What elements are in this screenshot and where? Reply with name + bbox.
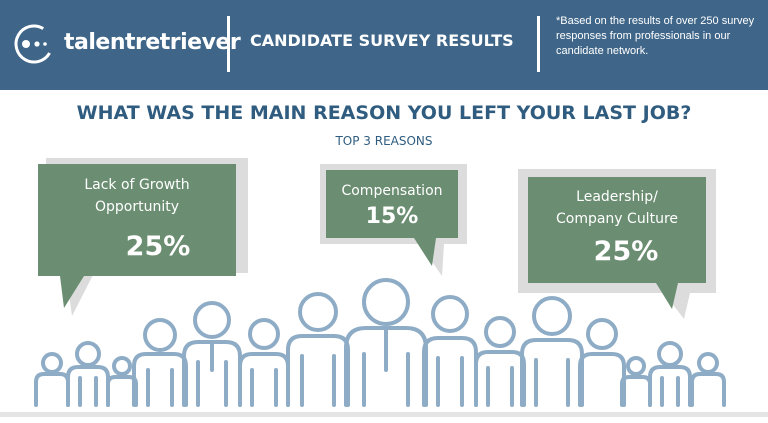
talent-retriever-logo-icon bbox=[14, 24, 54, 64]
reason-bubble-growth: Lack of Growth Opportunity 25% bbox=[36, 148, 256, 323]
reason-label: Opportunity bbox=[94, 199, 179, 215]
reason-label: Leadership/ bbox=[576, 189, 658, 205]
footer-rule bbox=[0, 412, 768, 417]
reason-percent: 25% bbox=[593, 236, 659, 267]
header-divider bbox=[537, 16, 540, 72]
speech-bubble-shape bbox=[518, 169, 716, 319]
brand-name: talentretriever bbox=[64, 30, 241, 55]
reason-content: Lack of Growth Opportunity bbox=[38, 174, 236, 218]
people-crowd-icon bbox=[34, 278, 726, 407]
header-banner: talentretriever CANDIDATE SURVEY RESULTS… bbox=[0, 0, 768, 90]
reason-content: Leadership/ Company Culture bbox=[528, 186, 706, 230]
header-divider bbox=[227, 16, 230, 72]
survey-footnote: *Based on the results of over 250 survey… bbox=[556, 15, 755, 57]
reason-bubble-culture: Leadership/ Company Culture 25% bbox=[518, 163, 722, 323]
reason-percent: 15% bbox=[365, 204, 419, 229]
brand-logo: talentretriever bbox=[12, 22, 241, 66]
reason-label: Company Culture bbox=[555, 211, 678, 227]
reason-label: Lack of Growth bbox=[84, 177, 190, 193]
reason-percent: 25% bbox=[125, 231, 191, 262]
reason-label: Compensation bbox=[341, 183, 443, 199]
reason-bubble-compensation: Compensation 15% bbox=[312, 158, 472, 283]
page-title: CANDIDATE SURVEY RESULTS bbox=[250, 31, 514, 50]
speech-bubble-shape bbox=[320, 164, 467, 276]
section-subtitle: TOP 3 REASONS bbox=[335, 134, 433, 148]
speech-bubble-shape bbox=[38, 158, 248, 316]
survey-question: WHAT WAS THE MAIN REASON YOU LEFT YOUR L… bbox=[76, 102, 692, 124]
